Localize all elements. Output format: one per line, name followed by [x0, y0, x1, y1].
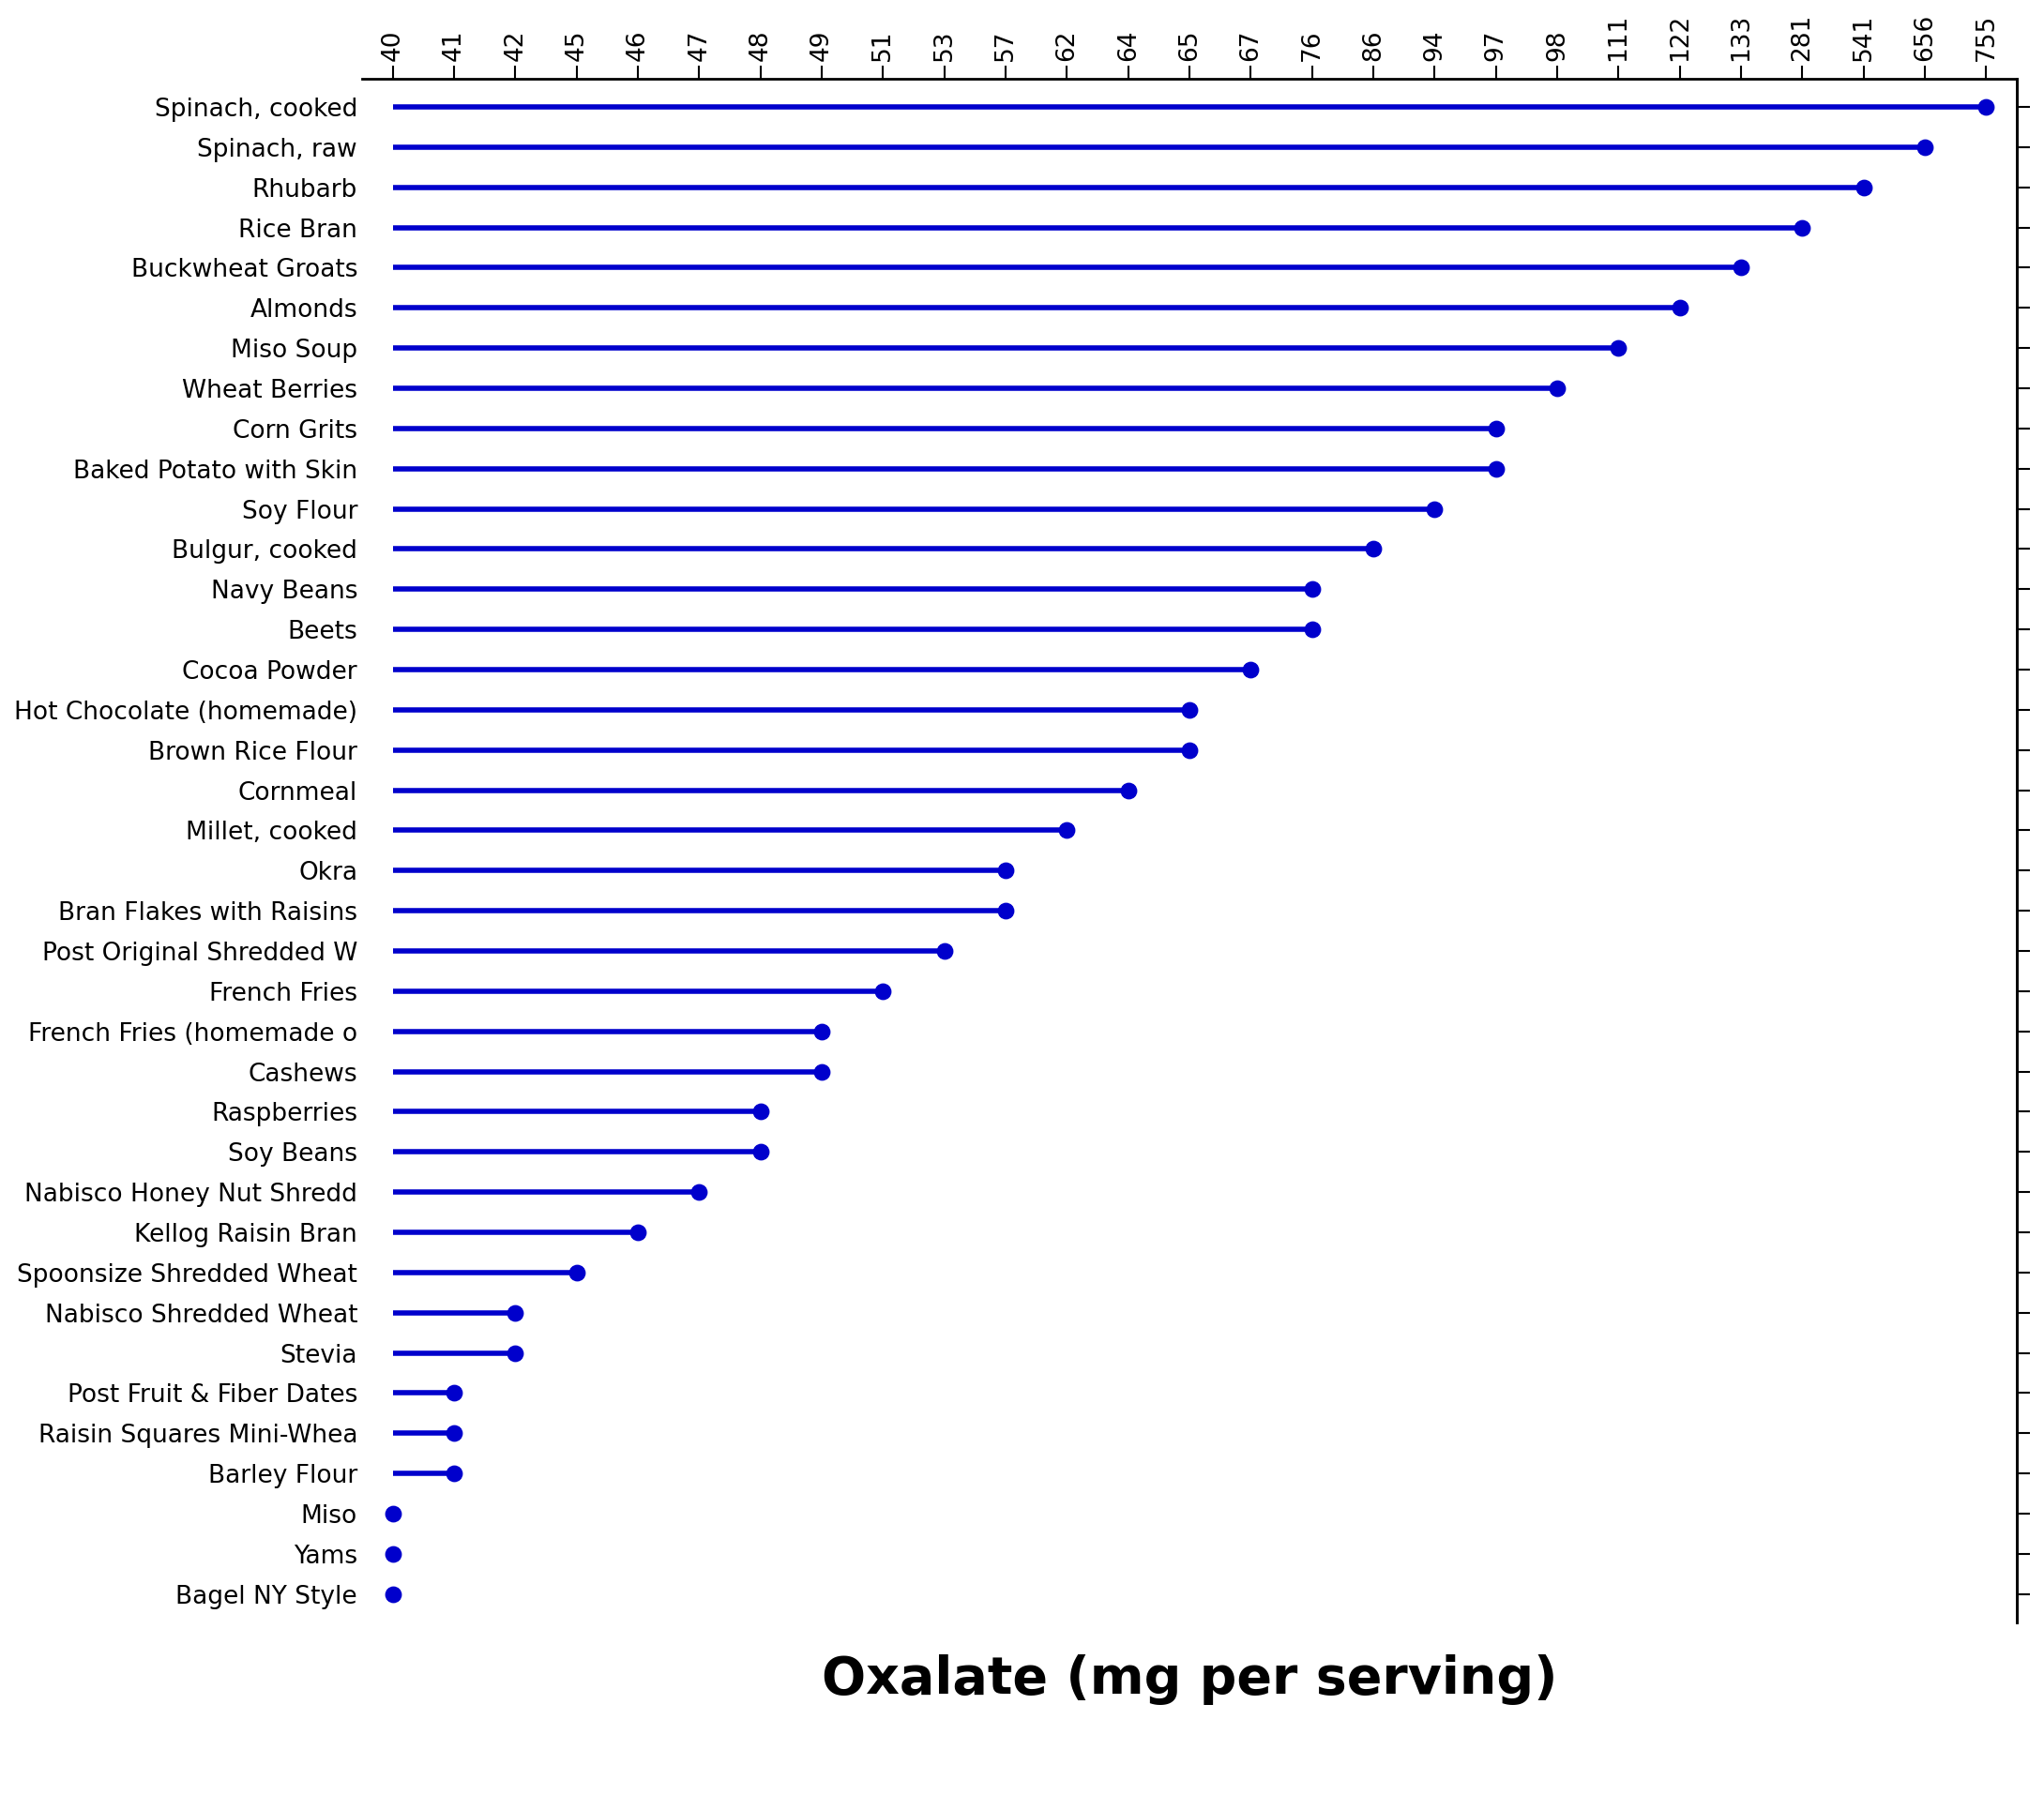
Point	[499, 1338, 531, 1367]
Point	[1173, 735, 1206, 764]
Point	[1541, 375, 1574, 404]
Point	[1480, 454, 1513, 483]
Point	[621, 1218, 654, 1247]
Point	[989, 896, 1022, 925]
Point	[560, 1258, 593, 1287]
X-axis label: Oxalate (mg per serving): Oxalate (mg per serving)	[822, 1654, 1558, 1705]
Point	[499, 1298, 531, 1327]
Point	[1480, 414, 1513, 443]
Point	[1296, 615, 1329, 644]
Point	[1235, 655, 1267, 684]
Point	[376, 1540, 409, 1569]
Point	[437, 1379, 470, 1408]
Point	[744, 1137, 777, 1166]
Point	[1112, 776, 1145, 805]
Point	[1296, 576, 1329, 605]
Point	[437, 1419, 470, 1448]
Point	[1725, 253, 1758, 282]
Point	[1664, 293, 1697, 322]
Point	[1419, 494, 1451, 523]
Point	[805, 1057, 838, 1086]
Point	[1051, 816, 1083, 845]
Point	[683, 1178, 715, 1207]
Point	[1173, 695, 1206, 724]
Point	[867, 977, 899, 1006]
Point	[1970, 92, 2003, 121]
Point	[1848, 172, 1880, 201]
Point	[1786, 214, 1819, 243]
Point	[928, 936, 961, 965]
Point	[805, 1017, 838, 1046]
Point	[376, 1499, 409, 1528]
Point	[1909, 132, 1942, 161]
Point	[437, 1459, 470, 1488]
Point	[376, 1580, 409, 1609]
Point	[744, 1097, 777, 1126]
Point	[1357, 534, 1390, 563]
Point	[989, 856, 1022, 885]
Point	[1602, 333, 1635, 362]
